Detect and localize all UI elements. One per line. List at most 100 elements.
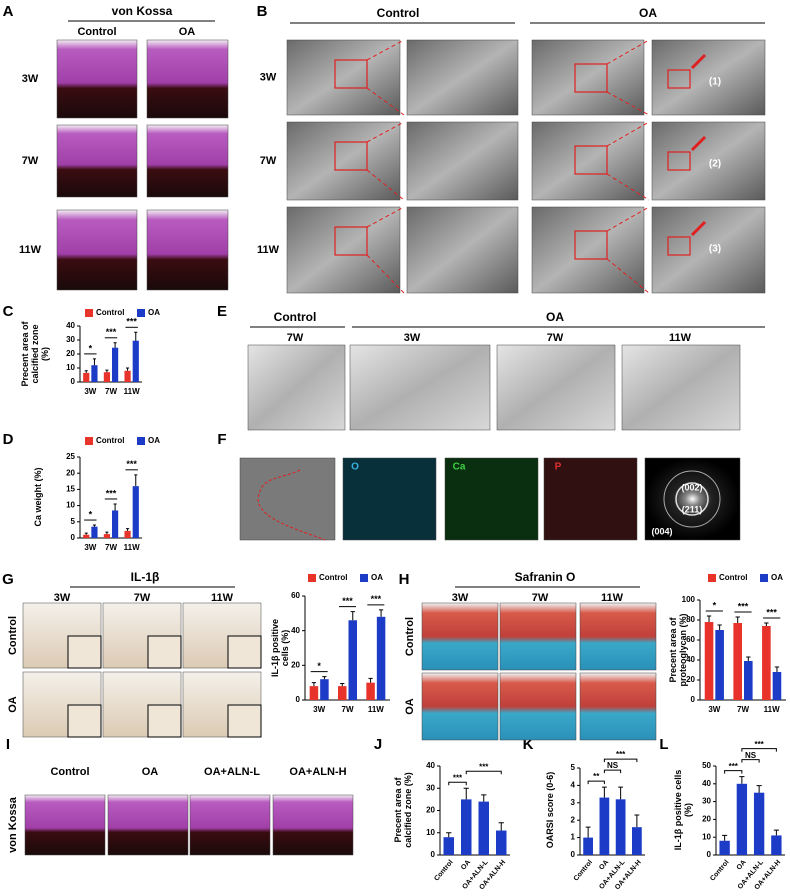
panel-title: Safranin O [515,570,576,584]
zoom-line [366,87,405,116]
zoom-box [667,151,691,171]
y-tick-label: 4 [571,781,576,790]
y-tick-label: 30 [426,783,435,792]
significance-label: ** [593,772,600,781]
label: 7W [532,592,549,604]
y-tick-label: 10 [66,363,75,372]
error-bar [368,677,373,683]
zoom-line [606,258,650,294]
error-bar [92,358,96,366]
error-bar [350,611,355,621]
y-tick-label: 0 [71,533,76,542]
row-label: 3W [260,71,277,83]
error-bar [84,370,88,373]
zoom-box [667,236,691,256]
y-tick-label: 25 [66,452,75,461]
y-tick-label: 0 [71,377,76,386]
y-tick-label: 3 [571,798,576,807]
row-label: 11W [257,244,280,256]
significance-label: *** [453,773,463,782]
y-tick-label: 10 [426,828,435,837]
panel-title: IL-1β [131,570,160,584]
y-tick-label: 0 [707,850,712,859]
label: 11W [601,592,624,604]
x-tick-label: 11W [124,543,140,552]
bar [744,661,753,700]
zoom-line [606,121,650,147]
significance-label: * [713,600,717,610]
significance-bracket [603,769,622,774]
y-tick-label: 40 [291,626,300,635]
significance-bracket [603,758,638,763]
zoom-box [667,69,691,89]
significance-label: *** [371,594,382,604]
legend-swatch [137,437,145,445]
y-axis-title: IL-1β positive cells (%) [270,619,290,678]
panel-letter: I [6,736,10,753]
y-tick-label: 5 [571,763,576,772]
error-bar [446,832,452,838]
bar [478,801,489,855]
significance-label: *** [738,601,749,611]
row-label: Control [7,616,19,655]
inset [227,635,262,669]
inset [147,704,182,738]
image [24,794,106,856]
significance-label: *** [126,459,137,469]
error-bar [340,683,345,687]
bar [461,799,472,855]
y-tick-label: 20 [291,660,300,669]
callout: (2) [709,159,721,170]
panel-letter: J [374,736,382,753]
y-tick-label: 40 [702,779,711,788]
image [286,39,401,116]
panel-letter: L [659,736,668,753]
panel-title: Control [377,6,420,20]
x-tick-label: 3W [84,387,96,396]
error-bar [601,786,607,798]
row-label: 3W [22,73,39,85]
zoom-box [334,59,368,89]
zoom-line [366,169,405,201]
y-tick-label: 40 [686,655,695,664]
error-bar [134,474,138,487]
error-bar [105,531,109,535]
image [406,206,519,294]
y-tick-label: 1 [571,833,576,842]
zoom-line [606,91,650,116]
legend-label: OA [148,308,160,317]
x-tick-label: 3W [313,705,325,714]
element-label: Ca [453,462,466,473]
image [579,672,657,741]
image [644,457,741,541]
label: Control [77,26,116,38]
label: 3W [452,592,469,604]
image [406,39,519,116]
image [421,602,499,671]
y-tick-label: 20 [66,468,75,477]
significance-label: * [89,343,93,353]
bar [762,626,771,700]
legend-label: Control [96,308,124,317]
significance-label: *** [106,488,117,498]
y-tick-label: 10 [66,501,75,510]
image [56,124,138,198]
error-bar [134,331,138,341]
x-tick-label: OA [736,859,748,872]
y-tick-label: 5 [71,517,76,526]
y-tick-label: 100 [682,595,696,604]
error-bar [774,666,780,672]
y-tick-label: 10 [702,832,711,841]
bar [83,372,90,382]
panel-letter: E [217,303,227,320]
bar [583,837,593,855]
significance-label: *** [126,317,137,327]
legend-label: Control [319,573,347,582]
bar [771,835,782,855]
label: 3W [404,332,421,344]
y-tick-label: 60 [686,635,695,644]
error-bar [311,682,317,687]
bar [366,682,375,700]
